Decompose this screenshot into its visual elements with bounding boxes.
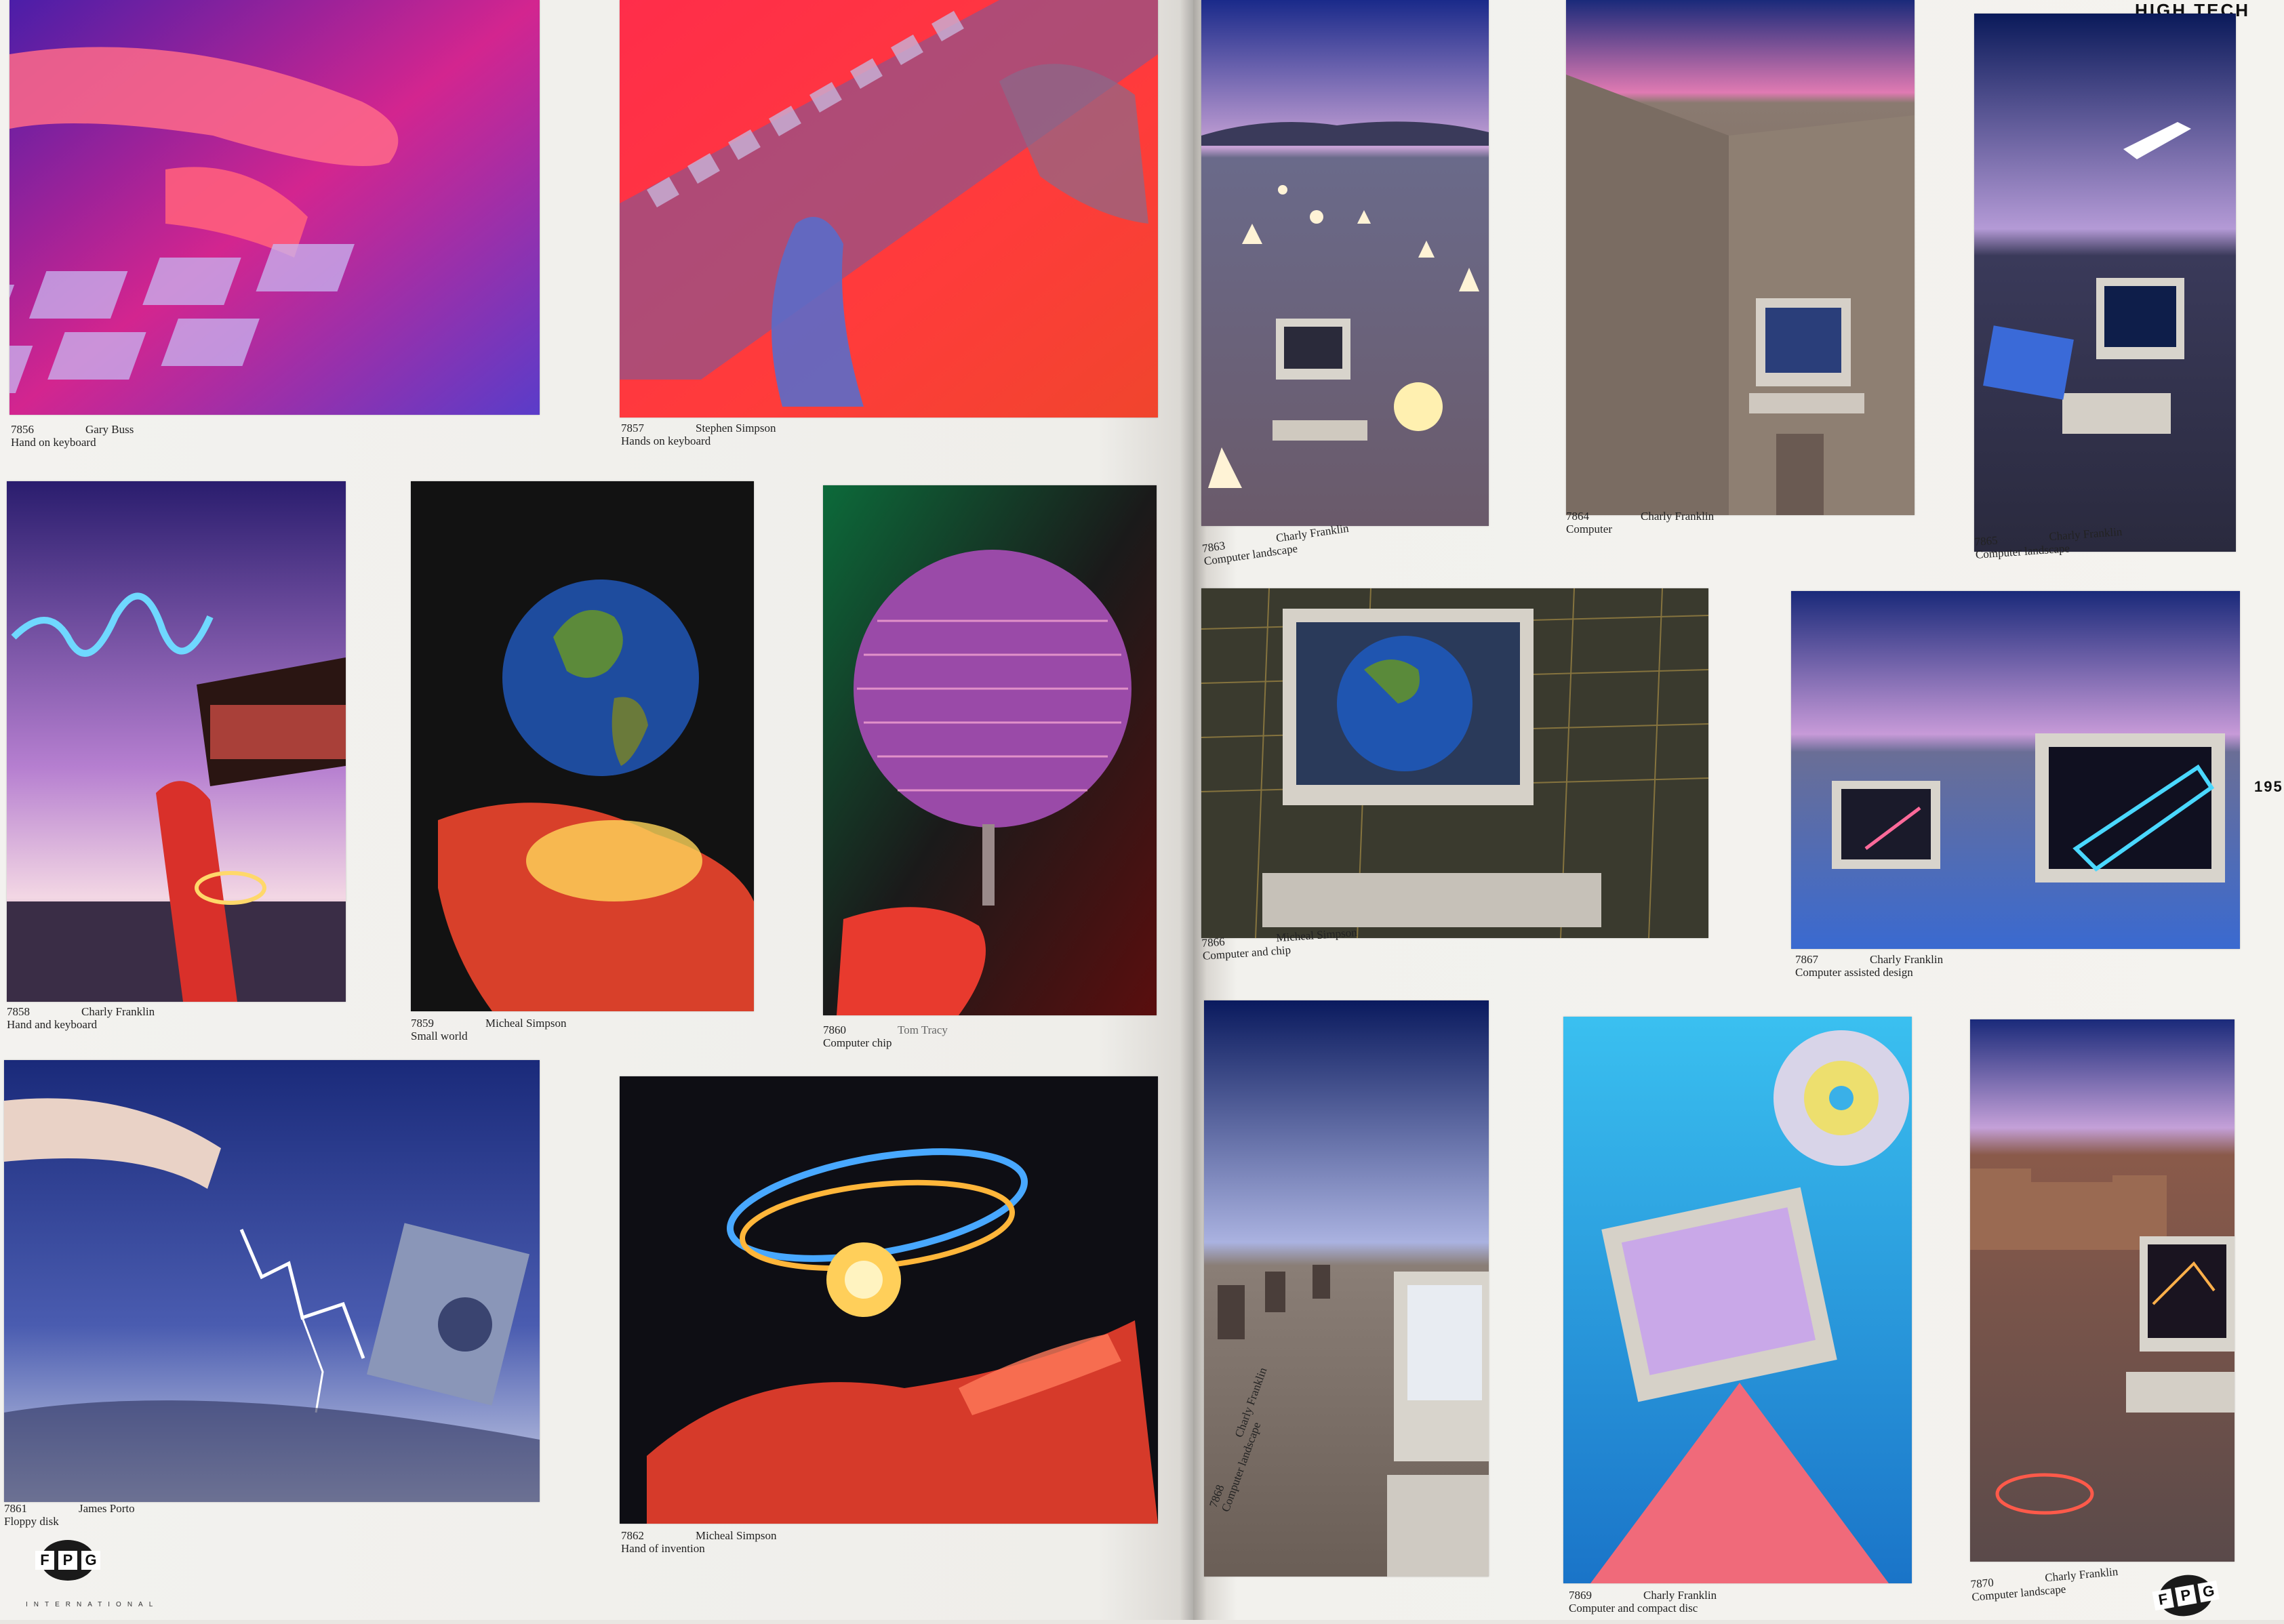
photo-computer-room	[1566, 0, 1915, 515]
caption-7858: 7858 Charly Franklin Hand and keyboard	[7, 1005, 155, 1031]
photo-floppy-disk	[4, 1060, 540, 1502]
caption-7857: 7857 Stephen Simpson Hands on keyboard	[621, 422, 776, 447]
photo-hand-and-keyboard	[7, 481, 346, 1002]
caption-7856: 7856 Gary Buss Hand on keyboard	[11, 423, 134, 449]
caption-7860: 7860 Tom Tracy Computer chip	[823, 1023, 948, 1049]
page-number: 195	[2254, 778, 2283, 795]
photo-computer-landscape-desert	[1201, 0, 1489, 526]
photo-hands-on-keyboard	[620, 0, 1158, 418]
photo-computer-and-chip	[1201, 588, 1708, 938]
caption-7859: 7859 Micheal Simpson Small world	[411, 1017, 567, 1042]
caption-7862: 7862 Micheal Simpson Hand of invention	[621, 1529, 777, 1555]
photo-computer-landscape-ruins	[1970, 1019, 2235, 1562]
photo-small-world	[411, 481, 754, 1011]
caption-7867: 7867 Charly Franklin Computer assisted de…	[1795, 953, 1944, 979]
photo-computer-landscape-plane	[1974, 14, 2236, 552]
photo-hand-of-invention	[620, 1076, 1158, 1524]
photo-computer-chip	[823, 485, 1157, 1015]
logo-subtitle: INTERNATIONAL	[26, 1601, 159, 1608]
photo-computer-and-compact-disc	[1563, 1017, 1912, 1583]
photo-computer-assisted-design	[1791, 591, 2240, 949]
photo-hand-on-keyboard	[9, 0, 540, 415]
photo-computer-landscape-kiosks	[1204, 1000, 1489, 1577]
fpg-logo-left: F P G	[35, 1536, 100, 1583]
caption-7864: 7864 Charly Franklin Computer	[1566, 510, 1715, 535]
caption-7861: 7861 James Porto Floppy disk	[4, 1502, 135, 1528]
caption-7869: 7869 Charly Franklin Computer and compact…	[1569, 1589, 1717, 1615]
